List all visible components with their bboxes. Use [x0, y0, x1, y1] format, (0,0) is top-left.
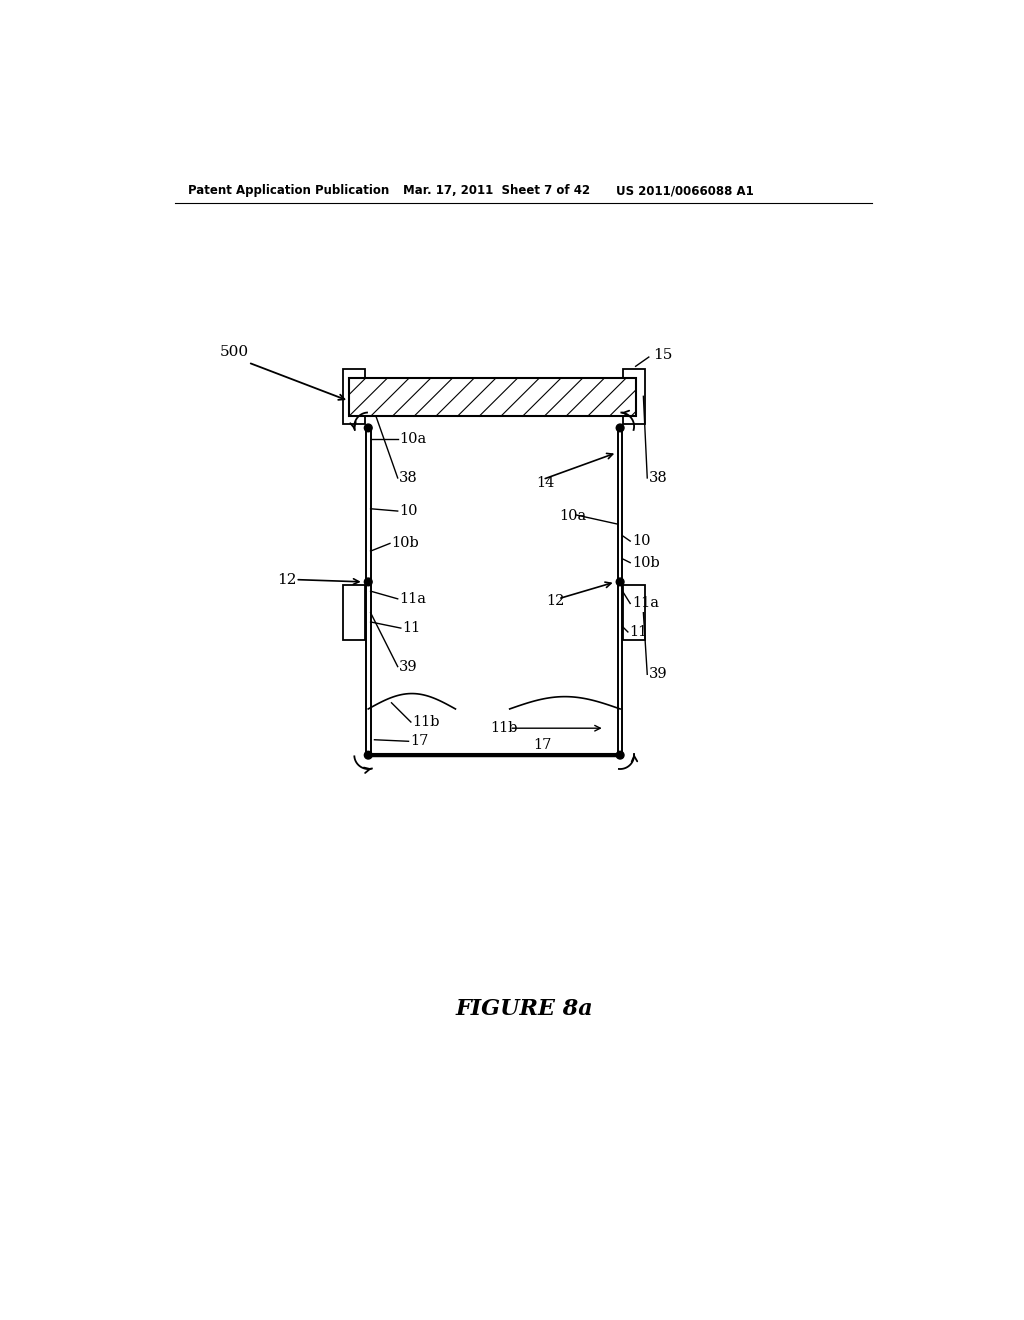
Text: 38: 38: [399, 471, 418, 484]
Text: 11b: 11b: [413, 715, 440, 729]
Text: 39: 39: [399, 660, 418, 673]
Text: Mar. 17, 2011  Sheet 7 of 42: Mar. 17, 2011 Sheet 7 of 42: [403, 185, 590, 197]
Text: 500: 500: [219, 346, 249, 359]
Text: FIGURE 8a: FIGURE 8a: [456, 998, 594, 1020]
Text: 14: 14: [537, 477, 555, 490]
Text: 10: 10: [632, 535, 650, 548]
Text: 10a: 10a: [399, 433, 427, 446]
Circle shape: [365, 424, 372, 432]
Circle shape: [616, 424, 624, 432]
Text: 15: 15: [653, 347, 673, 362]
Text: 38: 38: [649, 471, 668, 484]
Text: 17: 17: [410, 734, 428, 748]
Bar: [624, 368, 645, 424]
Text: 10b: 10b: [632, 556, 659, 570]
Text: 12: 12: [547, 594, 565, 609]
Text: 39: 39: [649, 668, 668, 681]
Text: US 2011/0066088 A1: US 2011/0066088 A1: [616, 185, 754, 197]
Text: 10: 10: [399, 504, 418, 517]
Bar: [343, 368, 366, 424]
Circle shape: [616, 751, 624, 759]
Text: 11a: 11a: [632, 597, 658, 610]
Text: 11a: 11a: [399, 591, 426, 606]
Text: 12: 12: [276, 573, 296, 586]
Circle shape: [365, 578, 372, 586]
Text: 10a: 10a: [559, 510, 586, 524]
Bar: [624, 585, 645, 640]
Text: Patent Application Publication: Patent Application Publication: [188, 185, 390, 197]
Text: 11: 11: [402, 622, 421, 635]
Bar: [343, 585, 366, 640]
Text: 11b: 11b: [490, 721, 518, 735]
Text: 11: 11: [630, 624, 647, 639]
Circle shape: [365, 751, 372, 759]
Circle shape: [616, 578, 624, 586]
Text: 17: 17: [534, 738, 552, 752]
Bar: [349, 378, 636, 416]
Text: 10b: 10b: [391, 536, 419, 550]
